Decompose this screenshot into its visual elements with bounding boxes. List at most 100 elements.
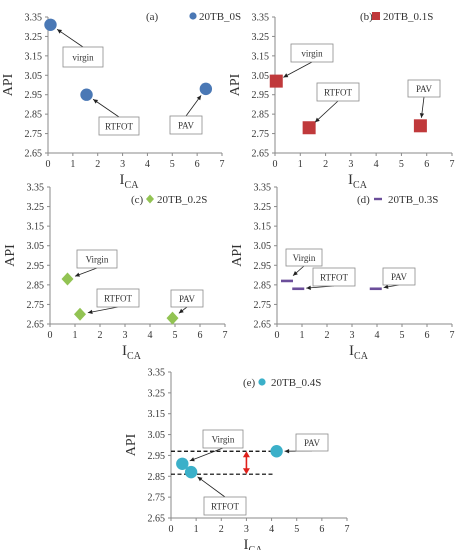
panel-c-x-axis-title-sub: CA (127, 351, 142, 362)
panel-b-x-tick-label: 5 (399, 159, 404, 170)
panel-e-callout-label: Virgin (212, 434, 235, 444)
panel-d-y-tick-label: 2.65 (254, 320, 272, 331)
panel-e-y-axis-title: API (124, 433, 139, 456)
panel-d-callout-label: RTFOT (320, 272, 348, 282)
panel-c: 2.65 2.75 2.85 2.95 3.05 3.15 3.25 3.35 0 1 2 3 4 5 6 7… (3, 183, 228, 363)
panel-c-x-tick-label: 4 (148, 330, 153, 341)
panel-a-y-tick-label: 3.15 (25, 51, 43, 62)
panel-d-y-axis-title: API (230, 244, 245, 267)
panel-a: 2.65 2.75 2.85 2.95 3.05 3.15 3.25 3.35 0 1 2 3 4 5 6 7… (1, 11, 241, 191)
panel-a-x-tick-label: 5 (170, 159, 175, 170)
panel-b-callout-arrow (314, 100, 339, 123)
panel-d-x-tick-label: 3 (350, 330, 355, 341)
panel-a-x-tick-label: 4 (145, 159, 150, 170)
panel-d-x-tick-label: 7 (450, 330, 455, 341)
panel-b-x-tick-label: 2 (323, 159, 328, 170)
panel-d-y-tick-label: 2.75 (254, 300, 272, 311)
panel-b-y-tick-label: 3.05 (252, 71, 270, 82)
panel-b-x-axis-title-main: I (348, 172, 353, 188)
panel-b-y-axis-title: API (228, 73, 243, 96)
panel-a-callout-arrow (92, 98, 120, 118)
panel-e-range-arrow-head-down (242, 468, 250, 475)
panel-d-x-tick-label: 6 (425, 330, 430, 341)
panel-e-callout-label: PAV (304, 438, 321, 448)
panel-e-callout-arrowhead (197, 476, 203, 482)
panel-b-x-tick-label: 3 (348, 159, 353, 170)
panel-d-x-axis-title: ICA (349, 343, 369, 362)
panel-a-y-tick-label: 2.95 (25, 90, 43, 101)
panel-d-callout-label: Virgin (293, 253, 316, 263)
panel-b-point-rtfot (302, 121, 316, 135)
panel-c-callout-arrowhead (74, 272, 80, 277)
panel-d: 2.65 2.75 2.85 2.95 3.05 3.15 3.25 3.35 0 1 2 3 4 5 6 7… (230, 183, 455, 363)
panel-a-callout-arrowhead (57, 29, 63, 34)
panel-d-callout-box (285, 248, 323, 267)
panel-e-y-tick-label: 2.75 (148, 493, 166, 504)
panel-e-callout-arrow (189, 447, 224, 462)
panel-d-callout-box (312, 267, 356, 287)
panel-e-point-rtfot (184, 465, 198, 479)
panel-a-legend-marker (189, 12, 197, 20)
panel-c-callout-label: PAV (179, 294, 196, 304)
panel-a-y-tick-label: 2.75 (25, 129, 43, 140)
panel-e-callout-arrow (197, 476, 226, 498)
panel-d-callout-arrowhead (383, 284, 389, 289)
panel-a-legend-label: 20TB_0S (199, 11, 241, 23)
panel-e-y-tick-label: 2.85 (148, 472, 166, 483)
panel-c-x-axis-title-main: I (122, 343, 127, 359)
panel-e-callout-arrowhead (284, 448, 290, 454)
panel-e-x-tick-label: 0 (169, 524, 174, 535)
panel-e-y-tick-label: 3.05 (148, 430, 166, 441)
panel-a-callout-box (169, 115, 203, 135)
panel-a-callout-arrow (56, 28, 84, 48)
panel-c-callout-arrowhead (178, 308, 184, 314)
panel-d-x-tick-label: 1 (300, 330, 305, 341)
panel-c-callout-arrowhead (87, 309, 93, 315)
panel-a-x-axis-title: ICA (120, 172, 140, 191)
panel-d-callout-box (382, 267, 416, 286)
panel-b-legend-marker (372, 12, 380, 20)
panel-c-x-tick-label: 7 (223, 330, 228, 341)
panel-b-callout-arrowhead (419, 113, 425, 118)
panel-b-callout-box (290, 43, 334, 63)
panel-c-callout-box (96, 288, 140, 308)
panel-b-y-tick-label: 2.85 (252, 110, 270, 121)
panel-e-x-tick-label: 6 (319, 524, 324, 535)
panel-e-x-tick-label: 3 (244, 524, 249, 535)
panel-d-x-axis-title-sub: CA (354, 351, 369, 362)
panel-c-legend-marker (146, 194, 154, 204)
panel-c-point-rtfot (74, 307, 86, 321)
panel-b-callout-arrowhead (315, 117, 320, 123)
panel-b-legend-label: 20TB_0.1S (383, 11, 433, 23)
panel-e-range-arrow-head-up (242, 451, 250, 458)
panel-e-callout-arrowhead (189, 457, 195, 462)
panel-a-y-tick-label: 2.65 (25, 149, 43, 160)
panel-c-x-tick-label: 0 (48, 330, 53, 341)
panel-d-x-tick-label: 2 (325, 330, 330, 341)
panel-e-y-tick-label: 3.35 (148, 368, 166, 379)
panel-c-y-tick-label: 2.65 (27, 320, 45, 331)
panel-e-callout-box (203, 496, 247, 516)
panel-b-callout-label: RTFOT (324, 87, 352, 97)
panel-a-callout-box (62, 46, 104, 68)
panel-a-x-axis-title-main: I (120, 172, 125, 188)
panel-b-x-tick-label: 6 (424, 159, 429, 170)
panel-a-label: (a) (146, 11, 159, 23)
panel-e-y-tick-label: 2.65 (148, 514, 166, 525)
panel-a-callout-box (98, 116, 140, 136)
panel-d-y-tick-label: 2.85 (254, 280, 272, 291)
panel-e-point-virgin (176, 457, 189, 470)
panel-a-y-tick-label: 2.85 (25, 110, 43, 121)
panel-b-x-axis-title: ICA (348, 172, 368, 191)
panel-c-x-tick-label: 3 (123, 330, 128, 341)
panel-b-callout-label: PAV (416, 84, 433, 94)
panel-d-label: (d) (357, 194, 370, 206)
panel-e-x-axis-title-sub: CA (249, 545, 264, 550)
panel-a-callout-label: virgin (72, 52, 94, 62)
panel-c-y-axis-title: API (3, 244, 18, 267)
panel-b-y-tick-label: 2.65 (252, 149, 270, 160)
panel-c-callout-label: RTFOT (104, 293, 132, 303)
panel-c-x-tick-label: 5 (173, 330, 178, 341)
panel-c-callout-label: Virgin (86, 254, 109, 264)
